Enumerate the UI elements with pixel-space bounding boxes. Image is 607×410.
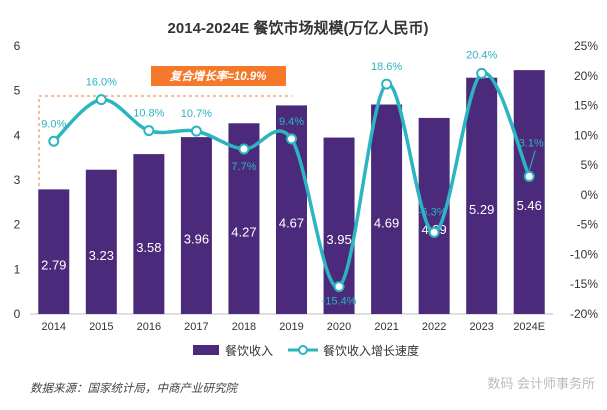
left-tick-label: 5 [14,84,21,98]
left-tick-label: 3 [14,173,21,187]
cagr-bracket [38,95,292,186]
x-tick-label: 2015 [89,321,113,333]
bar [180,137,212,314]
growth-value-label: 10.7% [181,108,212,120]
source-note: 数据来源：国家统计局，中商产业研究院 [30,382,238,395]
bar-value-label: 3.96 [184,232,209,247]
x-tick-label: 2024E [513,321,545,333]
left-tick-label: 2 [14,218,21,232]
right-tick-label: -20% [570,307,598,321]
right-y-axis: -20% -15% -10% -5% 0% 5% 10% 15% 20% 25% [570,39,598,321]
growth-point [381,78,393,90]
bar-value-label: 5.29 [469,202,494,217]
growth-value-label: 20.4% [466,49,497,61]
right-tick-label: -15% [570,277,598,291]
growth-value-label: 3.1% [519,137,544,149]
legend-bar-swatch [193,345,219,355]
x-tick-label: 2018 [232,321,256,333]
x-tick-label: 2021 [374,321,398,333]
x-tick-label: 2022 [422,321,446,333]
growth-point [190,125,202,137]
growth-value-label: 9.4% [279,116,304,128]
bar-value-label: 4.27 [231,225,256,240]
left-y-axis: 0 1 2 3 4 5 6 [14,39,21,321]
bar-value-label: 3.58 [136,240,161,255]
bar [513,70,545,315]
bar-value-label: 4.67 [279,216,304,231]
legend-line-marker [298,345,308,355]
growth-point [95,94,107,106]
growth-value-label: 18.6% [371,61,402,73]
growth-point [286,133,297,145]
growth-point [238,143,250,155]
cagr-label: 复合增长率=10.9% [169,69,267,83]
cagr-annotation: 复合增长率=10.9% [38,66,292,186]
watermark: 数码 会计师事务所 [487,376,595,391]
right-tick-label: -5% [577,218,599,232]
right-tick-label: -10% [570,247,598,261]
chart-title: 2014-2024E 餐饮市场规模(万亿人民币) [168,19,429,37]
x-tick-label: 2017 [184,321,208,333]
bar [228,123,260,314]
bar-series: 2.793.233.583.964.274.673.954.694.395.29… [38,70,545,315]
bar-value-label: 3.95 [326,232,351,247]
growth-value-label: 16.0% [86,77,117,89]
growth-value-label: 7.7% [231,161,256,173]
left-tick-label: 4 [14,128,21,142]
left-tick-label: 1 [14,262,21,276]
x-tick-label: 2020 [327,321,351,333]
legend-bar-label: 餐饮收入 [225,343,273,358]
growth-label-leader [528,150,536,171]
growth-value-label: 10.8% [133,108,164,120]
right-tick-label: 5% [581,158,599,172]
right-tick-label: 25% [574,39,598,53]
bar-value-label: 4.69 [374,215,399,230]
right-tick-label: 0% [581,188,599,202]
left-tick-label: 6 [14,39,21,53]
bar [38,189,70,314]
growth-value-label: -15.4% [322,296,357,308]
growth-value-label: -6.3% [418,206,447,218]
right-tick-label: 20% [574,69,598,83]
x-tick-label: 2014 [42,321,66,333]
bar-value-label: 2.79 [41,258,66,273]
bar [133,154,165,314]
x-axis: 2014 2015 2016 2017 2018 2019 2020 2021 2022 2023… [30,313,553,333]
bar [85,169,117,314]
growth-point [333,281,345,293]
growth-point [143,125,155,137]
cagr-box [151,66,286,86]
right-tick-label: 15% [574,99,598,113]
bar-value-label: 3.23 [89,248,114,263]
x-tick-label: 2019 [279,321,303,333]
growth-point [48,135,60,147]
x-tick-label: 2023 [469,321,493,333]
bar [466,77,498,314]
growth-line-series: 9.0% 16.0% 10.8% 10.7% 7.7% 9.4% -15.4% 18.6% -6… [41,49,544,307]
bar-value-label: 5.46 [517,198,542,213]
x-tick-label: 2016 [137,321,161,333]
bar [371,104,403,314]
left-tick-label: 0 [14,307,21,321]
right-tick-label: 10% [574,128,598,142]
growth-point [428,226,440,238]
legend: 餐饮收入 餐饮收入增长速度 [193,343,419,358]
legend-line-label: 餐饮收入增长速度 [323,343,419,358]
growth-point [476,67,488,79]
growth-value-label: 9.0% [41,118,66,130]
growth-point [523,170,535,182]
